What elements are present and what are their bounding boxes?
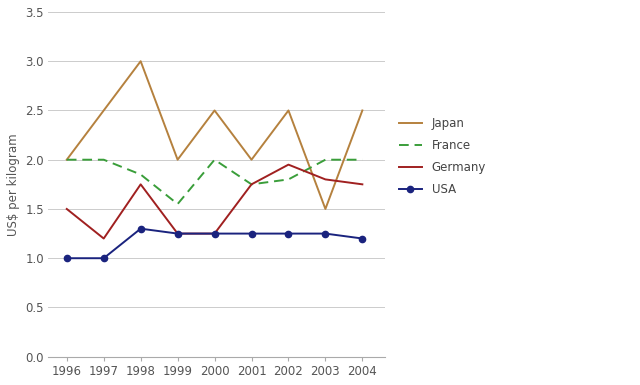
France bbox=[63, 157, 70, 162]
France bbox=[137, 172, 145, 177]
France bbox=[285, 177, 292, 182]
Japan bbox=[137, 59, 145, 64]
Germany bbox=[100, 236, 108, 241]
Germany bbox=[358, 182, 366, 187]
Germany bbox=[321, 177, 329, 182]
Line: USA: USA bbox=[63, 226, 365, 261]
USA bbox=[285, 231, 292, 236]
Japan bbox=[248, 157, 255, 162]
Japan bbox=[285, 108, 292, 113]
Germany bbox=[211, 231, 218, 236]
Germany bbox=[285, 162, 292, 167]
Japan bbox=[174, 157, 182, 162]
Line: Germany: Germany bbox=[67, 165, 362, 239]
USA bbox=[321, 231, 329, 236]
Line: Japan: Japan bbox=[67, 61, 362, 209]
Germany bbox=[248, 182, 255, 187]
Germany bbox=[137, 182, 145, 187]
France bbox=[100, 157, 108, 162]
Japan bbox=[100, 108, 108, 113]
USA bbox=[174, 231, 182, 236]
France bbox=[248, 182, 255, 187]
USA bbox=[211, 231, 218, 236]
Y-axis label: US$ per kilogram: US$ per kilogram bbox=[7, 133, 20, 236]
France bbox=[211, 157, 218, 162]
Legend: Japan, France, Germany, USA: Japan, France, Germany, USA bbox=[394, 113, 491, 201]
Japan bbox=[211, 108, 218, 113]
Germany bbox=[174, 231, 182, 236]
Japan bbox=[321, 207, 329, 211]
USA bbox=[358, 236, 366, 241]
Japan bbox=[358, 108, 366, 113]
Japan bbox=[63, 157, 70, 162]
France bbox=[321, 157, 329, 162]
Line: France: France bbox=[67, 160, 362, 204]
USA bbox=[63, 256, 70, 261]
France bbox=[174, 202, 182, 206]
USA bbox=[137, 226, 145, 231]
Germany bbox=[63, 207, 70, 211]
USA bbox=[248, 231, 255, 236]
USA bbox=[100, 256, 108, 261]
France bbox=[358, 157, 366, 162]
